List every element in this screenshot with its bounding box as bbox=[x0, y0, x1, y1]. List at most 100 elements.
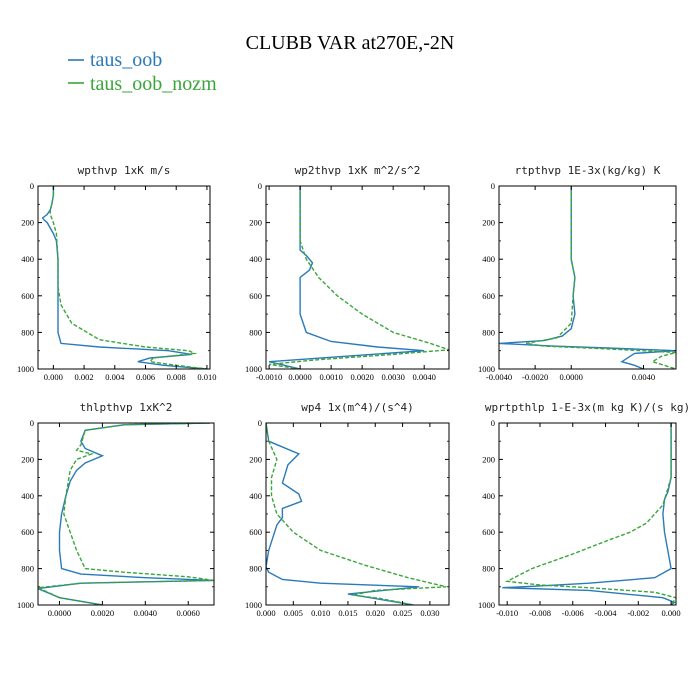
x-tick-label: -0.010 bbox=[496, 608, 518, 618]
series-line-taus-oob bbox=[268, 186, 425, 369]
legend-label-taus-oob-nozm: taus_oob_nozm bbox=[90, 73, 217, 95]
x-tick-label: 0.008 bbox=[167, 372, 186, 382]
series-line-taus-oob bbox=[502, 423, 676, 605]
x-tick-label: 0.0040 bbox=[412, 372, 435, 382]
x-tick-label: 0.010 bbox=[311, 608, 330, 618]
y-tick-label: 1000 bbox=[17, 600, 34, 610]
x-tick-label: -0.0010 bbox=[256, 372, 282, 382]
y-tick-label: 400 bbox=[249, 491, 262, 501]
x-tick-label: 0.002 bbox=[75, 372, 94, 382]
series-line-taus-oob-nozm bbox=[49, 186, 207, 369]
x-tick-label: -0.002 bbox=[627, 608, 649, 618]
panel-title: rtpthvp 1E-3x(kg/kg) K bbox=[515, 164, 661, 177]
y-tick-label: 400 bbox=[482, 491, 495, 501]
x-tick-label: 0.025 bbox=[393, 608, 412, 618]
series-line-taus-oob-nozm bbox=[266, 423, 447, 605]
panel-title: wprtpthlp 1-E-3x(m kg K)/(s kg) bbox=[485, 401, 690, 414]
y-tick-label: 800 bbox=[21, 564, 34, 574]
y-tick-label: 200 bbox=[249, 454, 262, 464]
y-tick-label: 0 bbox=[258, 418, 262, 428]
x-tick-label: 0.015 bbox=[338, 608, 357, 618]
y-tick-label: 800 bbox=[249, 564, 262, 574]
x-tick-label: 0.020 bbox=[366, 608, 385, 618]
series-line-taus-oob-nozm bbox=[504, 423, 676, 605]
x-tick-label: 0.0000 bbox=[288, 372, 311, 382]
y-tick-label: 0 bbox=[30, 181, 34, 191]
x-tick-label: 0.0060 bbox=[177, 608, 200, 618]
x-tick-label: 0.0020 bbox=[91, 608, 114, 618]
series-line-taus-oob-nozm bbox=[38, 423, 214, 605]
x-tick-label: 0.0040 bbox=[134, 608, 157, 618]
y-tick-label: 600 bbox=[21, 527, 34, 537]
y-tick-label: 1000 bbox=[478, 600, 495, 610]
plot-frame bbox=[37, 185, 211, 370]
panel-title: wpthvp 1xK m/s bbox=[78, 164, 171, 177]
y-tick-label: 600 bbox=[482, 527, 495, 537]
x-tick-label: 0.000 bbox=[44, 372, 63, 382]
y-tick-label: 200 bbox=[249, 218, 262, 228]
x-tick-label: -0.008 bbox=[529, 608, 551, 618]
series-line-taus-oob-nozm bbox=[525, 186, 676, 369]
x-tick-label: 0.006 bbox=[136, 372, 155, 382]
x-tick-label: 0.0020 bbox=[350, 372, 373, 382]
y-tick-label: 0 bbox=[491, 181, 495, 191]
x-tick-label: -0.006 bbox=[562, 608, 584, 618]
panel-4: thlpthvp 1xK^2 0 200 400 600 800 1000 0.0000 0.0… bbox=[17, 401, 215, 618]
panel-6: wprtpthlp 1-E-3x(m kg K)/(s kg) 0 200 400 60… bbox=[478, 401, 690, 618]
x-tick-label: 0.010 bbox=[197, 372, 216, 382]
legend-label-taus-oob: taus_oob bbox=[90, 49, 162, 71]
x-tick-label: 0.004 bbox=[105, 372, 125, 382]
plot-frame bbox=[265, 422, 450, 606]
panel-2: wp2thvp 1xK m^2/s^2 0 200 400 600 800 1000-0.0… bbox=[245, 164, 450, 382]
x-tick-label: 0.0000 bbox=[48, 608, 71, 618]
y-tick-label: 600 bbox=[21, 291, 34, 301]
y-tick-label: 0 bbox=[258, 181, 262, 191]
y-tick-label: 1000 bbox=[478, 364, 495, 374]
series-line-taus-oob bbox=[499, 186, 676, 369]
y-tick-label: 400 bbox=[21, 254, 34, 264]
y-tick-label: 400 bbox=[21, 491, 34, 501]
series-line-taus-oob bbox=[266, 423, 420, 605]
x-tick-label: 0.0040 bbox=[632, 372, 655, 382]
panel-1: wpthvp 1xK m/s 0 200 400 600 800 1000 0.000 0.00… bbox=[17, 164, 216, 382]
panel-3: rtpthvp 1E-3x(kg/kg) K02004006008001000-… bbox=[478, 164, 677, 382]
y-tick-label: 0 bbox=[491, 418, 495, 428]
x-tick-label: 0.005 bbox=[284, 608, 303, 618]
y-tick-label: 0 bbox=[30, 418, 34, 428]
x-tick-label: -0.0020 bbox=[522, 372, 548, 382]
y-tick-label: 200 bbox=[482, 218, 495, 228]
panel-title: thlpthvp 1xK^2 bbox=[80, 401, 173, 414]
x-tick-label: 0.0010 bbox=[319, 372, 342, 382]
y-tick-label: 200 bbox=[21, 454, 34, 464]
y-tick-label: 800 bbox=[21, 327, 34, 337]
plot-frame bbox=[265, 185, 450, 370]
y-tick-label: 400 bbox=[482, 254, 495, 264]
y-tick-label: 800 bbox=[249, 327, 262, 337]
panel-title: wp2thvp 1xK m^2/s^2 bbox=[295, 164, 421, 177]
x-tick-label: -0.004 bbox=[595, 608, 618, 618]
y-tick-label: 600 bbox=[249, 291, 262, 301]
series-line-taus-oob bbox=[41, 186, 207, 369]
x-tick-label: 0.000 bbox=[256, 608, 275, 618]
y-tick-label: 800 bbox=[482, 564, 495, 574]
y-tick-label: 600 bbox=[249, 527, 262, 537]
legend: taus_oob taus_oob_nozm bbox=[68, 49, 217, 95]
x-tick-label: 0.030 bbox=[420, 608, 439, 618]
figure-title: CLUBB VAR at270E,-2N bbox=[246, 32, 455, 54]
y-tick-label: 800 bbox=[482, 327, 495, 337]
y-tick-label: 1000 bbox=[245, 364, 262, 374]
series-line-taus-oob-nozm bbox=[268, 186, 449, 369]
y-tick-label: 200 bbox=[482, 454, 495, 464]
x-tick-label: 0.0030 bbox=[381, 372, 404, 382]
y-tick-label: 1000 bbox=[17, 364, 34, 374]
y-tick-label: 200 bbox=[21, 218, 34, 228]
y-tick-label: 600 bbox=[482, 291, 495, 301]
panel-title: wp4 1x(m^4)/(s^4) bbox=[301, 401, 414, 414]
y-tick-label: 1000 bbox=[245, 600, 262, 610]
x-tick-label: -0.0040 bbox=[486, 372, 512, 382]
x-tick-label: 0.0000 bbox=[560, 372, 583, 382]
x-tick-label: 0.000 bbox=[662, 608, 681, 618]
